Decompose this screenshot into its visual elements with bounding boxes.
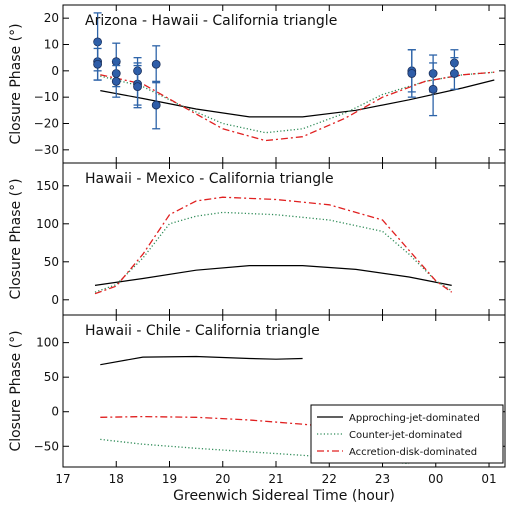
data-point [93,47,103,81]
series-line-dashed [94,196,453,295]
legend: Approching-jet-dominated Counter-jet-domi… [310,404,504,464]
series-line-dotted [94,211,453,293]
y-tick-label: 0 [51,64,59,78]
y-tick-label: 20 [44,11,59,25]
x-tick-label: 20 [215,472,230,486]
x-tick-label: 21 [268,472,283,486]
series-group [100,71,495,142]
x-tick-label: 18 [109,472,124,486]
y-axis-label: Closure Phase (°) [8,23,24,144]
y-axis-label: Closure Phase (°) [8,330,24,451]
legend-label: Approching-jet-dominated [349,413,480,424]
panel-2: 0 50 100 150 Hawaii - Mexico - California tr… [8,162,506,316]
series-line-solid [100,355,303,366]
series-line-dotted [100,438,410,465]
data-point [151,80,161,130]
y-tick-label: 0 [51,405,59,419]
series-group [94,196,453,295]
panel-title: Hawaii - Mexico - California triangle [85,171,334,187]
data-point [428,62,438,117]
panel-title: Hawaii - Chile - California triangle [85,323,320,339]
x-axis: 17 18 19 20 21 22 23 00 01 [55,472,496,486]
series-line-solid [94,265,452,286]
panel-frame [62,314,506,468]
marker [133,82,142,92]
data-point [111,64,121,98]
series-line-solid [100,79,495,118]
marker [428,84,438,94]
y-tick-label: −50 [34,439,59,453]
x-tick-label: 01 [481,472,496,486]
y-tick-label: 10 [44,38,59,52]
y-tick-label: 150 [36,179,59,193]
panel-title: Arizona - Hawaii - California triangle [85,13,337,29]
x-tick-label: 22 [322,472,337,486]
panel-1: −30 −20 −10 0 10 20 Arizona - Hawaii - Califor… [8,4,506,164]
marker [111,76,121,86]
y-tick-label: 50 [44,370,59,384]
y-tick-label: 100 [36,217,59,231]
legend-box [310,404,504,464]
series-line-dashed [100,71,495,142]
x-tick-label: 19 [162,472,177,486]
data-point [407,49,417,98]
y-tick-label: −20 [34,117,59,131]
legend-label: Counter-jet-dominated [349,430,462,441]
x-axis-label: Greenwich Sidereal Time (hour) [173,488,395,504]
y-tick-label: 0 [51,293,59,307]
marker [450,69,459,78]
data-point [133,64,142,109]
marker [93,59,103,69]
panels: −30 −20 −10 0 10 20 Arizona - Hawaii - Califor… [8,4,506,468]
y-tick-label: 50 [44,255,59,269]
x-tick-label: 00 [428,472,443,486]
y-tick-label: −30 [34,143,59,157]
y-tick-label: −10 [34,90,59,104]
x-tick-label: 23 [375,472,390,486]
marker [407,69,417,78]
marker [151,100,161,110]
y-tick-label: 100 [36,336,59,350]
data-point [151,45,161,84]
y-axis-label: Closure Phase (°) [8,178,24,299]
legend-label: Accretion-disk-dominated [349,447,477,458]
data-point [450,57,459,90]
marker [151,59,161,69]
x-tick-label: 17 [55,472,70,486]
